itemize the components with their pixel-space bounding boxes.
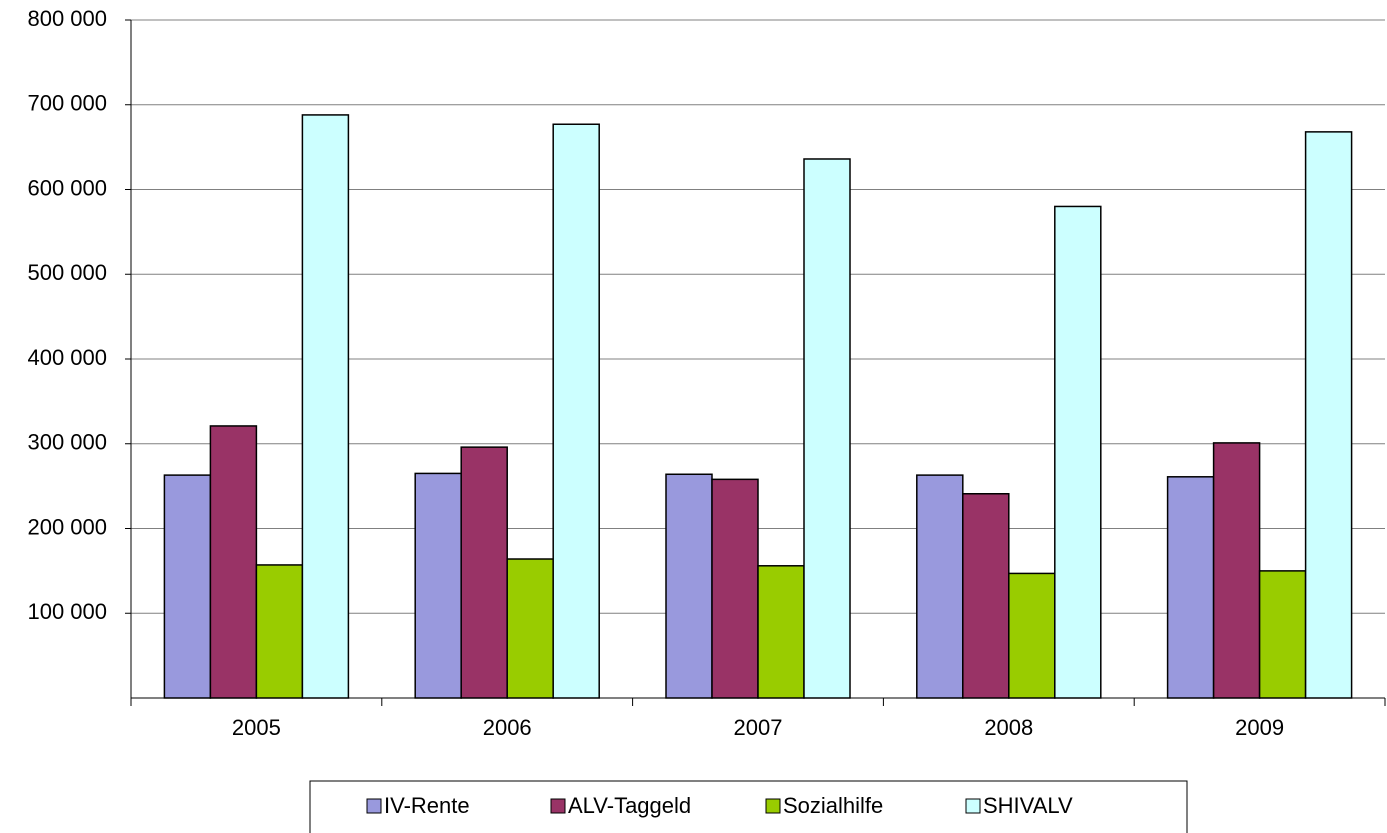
legend-label: IV-Rente <box>384 793 470 818</box>
bar <box>803 158 851 699</box>
x-tick-label: 2009 <box>1235 715 1284 740</box>
x-tick-label: 2008 <box>984 715 1033 740</box>
legend-label: Sozialhilfe <box>783 793 883 818</box>
bar <box>1304 131 1353 699</box>
y-tick-label: 700 000 <box>27 91 107 116</box>
bar <box>1166 476 1215 699</box>
bar <box>255 564 304 699</box>
y-tick-label: 300 000 <box>27 430 107 455</box>
legend-swatch <box>765 798 781 814</box>
bar <box>1008 572 1056 699</box>
x-tick-label: 2007 <box>734 715 783 740</box>
bar <box>1054 205 1102 699</box>
x-tick-label: 2006 <box>483 715 532 740</box>
legend-swatch <box>550 798 566 814</box>
x-tick-label: 2005 <box>232 715 281 740</box>
bar <box>1258 570 1307 699</box>
y-tick-label: 600 000 <box>27 175 107 200</box>
bar <box>506 558 554 699</box>
legend-label: ALV-Taggeld <box>568 793 691 818</box>
y-tick-label: 200 000 <box>27 514 107 539</box>
y-tick-label: 400 000 <box>27 345 107 370</box>
legend-swatch <box>965 798 981 814</box>
bar <box>665 473 713 699</box>
bar <box>1212 442 1261 699</box>
y-tick-label: 800 000 <box>27 6 107 31</box>
bar <box>163 474 212 699</box>
bar <box>916 474 964 699</box>
bar <box>460 446 508 699</box>
legend-swatch <box>366 798 382 814</box>
bar <box>962 493 1010 699</box>
bar <box>209 425 258 699</box>
bar <box>414 472 462 699</box>
y-tick-label: 100 000 <box>27 599 107 624</box>
y-tick-label: 500 000 <box>27 260 107 285</box>
bar <box>757 565 805 699</box>
bar <box>301 114 350 699</box>
bar <box>711 478 759 699</box>
bar <box>552 123 600 699</box>
legend-label: SHIVALV <box>983 793 1073 818</box>
legend-box <box>309 780 1188 833</box>
